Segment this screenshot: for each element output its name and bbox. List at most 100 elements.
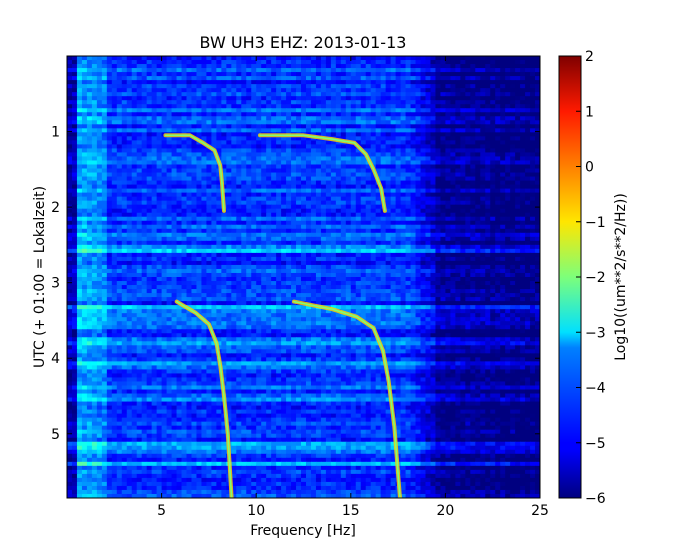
heatmap-cell bbox=[81, 240, 88, 246]
heatmap-cell bbox=[266, 224, 272, 230]
heatmap-cell bbox=[136, 144, 143, 150]
heatmap-cell bbox=[181, 188, 188, 194]
heatmap-cell bbox=[176, 260, 183, 266]
heatmap-cell bbox=[305, 96, 312, 101]
heatmap-cell bbox=[410, 88, 417, 93]
heatmap-cell bbox=[211, 72, 217, 77]
heatmap-cell bbox=[430, 240, 437, 246]
heatmap-cell bbox=[490, 176, 496, 182]
heatmap-cell bbox=[76, 144, 83, 150]
heatmap-cell bbox=[281, 208, 287, 214]
heatmap-cell bbox=[445, 244, 451, 250]
heatmap-cell bbox=[291, 144, 297, 150]
heatmap-cell bbox=[186, 76, 193, 81]
heatmap-cell bbox=[201, 200, 208, 206]
heatmap-cell bbox=[330, 240, 337, 246]
heatmap-cell bbox=[370, 152, 377, 158]
heatmap-cell bbox=[535, 104, 540, 109]
heatmap-cell bbox=[296, 56, 302, 61]
heatmap-cell bbox=[71, 108, 78, 113]
heatmap-cell bbox=[156, 156, 163, 162]
heatmap-cell bbox=[176, 180, 183, 186]
heatmap-cell bbox=[91, 72, 98, 77]
heatmap-cell bbox=[76, 156, 83, 162]
heatmap-cell bbox=[410, 100, 417, 105]
heatmap-cell bbox=[171, 236, 178, 242]
heatmap-cell bbox=[335, 244, 342, 250]
heatmap-cell bbox=[305, 236, 312, 242]
heatmap-cell bbox=[231, 100, 237, 105]
heatmap-cell bbox=[315, 176, 322, 182]
heatmap-cell bbox=[500, 156, 506, 162]
heatmap-cell bbox=[196, 260, 203, 266]
heatmap-cell bbox=[196, 160, 203, 166]
heatmap-cell bbox=[106, 72, 113, 77]
heatmap-cell bbox=[251, 148, 257, 154]
heatmap-cell bbox=[71, 104, 78, 109]
heatmap-cell bbox=[395, 244, 402, 250]
heatmap-cell bbox=[525, 96, 531, 101]
heatmap-cell bbox=[91, 128, 98, 133]
heatmap-cell bbox=[86, 56, 93, 61]
heatmap-cell bbox=[480, 252, 486, 258]
heatmap-cell bbox=[131, 136, 138, 141]
heatmap-cell bbox=[251, 80, 257, 85]
heatmap-cell bbox=[96, 192, 103, 198]
heatmap-cell bbox=[151, 172, 158, 178]
heatmap-cell bbox=[460, 132, 466, 137]
heatmap-cell bbox=[96, 160, 103, 166]
heatmap-cell bbox=[126, 212, 133, 218]
heatmap-cell bbox=[315, 80, 322, 85]
heatmap-cell bbox=[430, 72, 437, 77]
heatmap-cell bbox=[450, 184, 456, 190]
heatmap-cell bbox=[76, 152, 83, 158]
heatmap-cell bbox=[281, 256, 287, 262]
heatmap-cell bbox=[535, 152, 540, 158]
heatmap-cell bbox=[156, 172, 163, 178]
heatmap-cell bbox=[315, 84, 322, 89]
heatmap-cell bbox=[111, 164, 118, 170]
heatmap-cell bbox=[455, 64, 461, 69]
heatmap-cell bbox=[301, 252, 307, 258]
heatmap-cell bbox=[445, 104, 451, 109]
heatmap-cell bbox=[465, 160, 471, 166]
heatmap-cell bbox=[166, 88, 173, 93]
heatmap-cell bbox=[76, 140, 83, 145]
heatmap-cell bbox=[236, 168, 242, 174]
heatmap-cell bbox=[530, 188, 536, 194]
heatmap-cell bbox=[325, 116, 332, 121]
heatmap-cell bbox=[106, 236, 113, 242]
heatmap-cell bbox=[435, 176, 442, 182]
heatmap-cell bbox=[455, 68, 461, 73]
heatmap-cell bbox=[67, 168, 73, 174]
heatmap-cell bbox=[186, 196, 193, 202]
heatmap-cell bbox=[156, 244, 163, 250]
heatmap-cell bbox=[535, 84, 540, 89]
heatmap-cell bbox=[375, 116, 382, 121]
heatmap-cell bbox=[475, 232, 481, 238]
heatmap-cell bbox=[475, 88, 481, 93]
heatmap-cell bbox=[455, 156, 461, 162]
heatmap-cell bbox=[535, 112, 540, 117]
heatmap-cell bbox=[241, 188, 247, 194]
heatmap-cell bbox=[96, 224, 103, 230]
heatmap-cell bbox=[246, 208, 252, 214]
heatmap-cell bbox=[355, 68, 362, 73]
heatmap-cell bbox=[330, 224, 337, 230]
heatmap-cell bbox=[121, 172, 128, 178]
heatmap-cell bbox=[480, 128, 486, 133]
heatmap-cell bbox=[281, 244, 287, 250]
heatmap-cell bbox=[445, 236, 451, 242]
heatmap-cell bbox=[440, 228, 446, 234]
heatmap-cell bbox=[256, 56, 262, 61]
heatmap-cell bbox=[350, 108, 357, 113]
heatmap-cell bbox=[360, 248, 367, 254]
heatmap-cell bbox=[291, 92, 297, 97]
heatmap-cell bbox=[385, 60, 392, 65]
heatmap-cell bbox=[201, 68, 208, 73]
heatmap-cell bbox=[355, 204, 362, 210]
heatmap-cell bbox=[450, 204, 456, 210]
heatmap-cell bbox=[465, 96, 471, 101]
heatmap-cell bbox=[360, 96, 367, 101]
heatmap-cell bbox=[121, 164, 128, 170]
